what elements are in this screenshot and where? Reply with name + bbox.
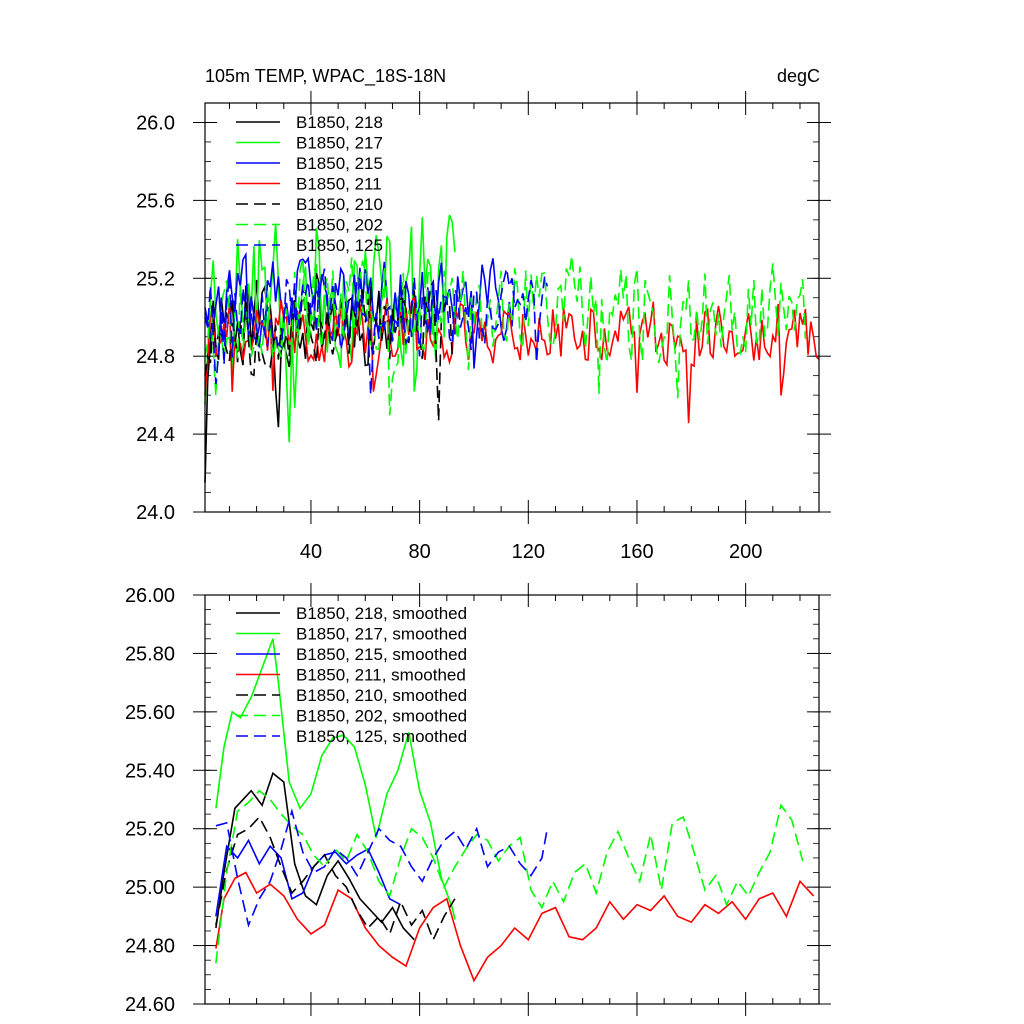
x-tick-label: 80 (409, 541, 431, 563)
series-line (215, 871, 815, 983)
legend-label: B1850, 215 (296, 154, 383, 173)
y-tick-label: 26.0 (136, 112, 175, 134)
series-lines (215, 638, 815, 983)
legend-label: B1850, 202 (296, 216, 383, 235)
y-tick-label: 26.00 (125, 585, 175, 607)
y-tick-label: 25.2 (136, 268, 175, 290)
x-tick-label: 200 (729, 541, 762, 563)
units-label: degC (777, 66, 820, 86)
legend: B1850, 218, smoothed B1850, 217, smoothed… (236, 604, 467, 746)
legend-label: B1850, 217, smoothed (296, 625, 467, 644)
y-tick-label: 25.60 (125, 702, 175, 724)
plot-frame (204, 594, 820, 1005)
series-line (215, 638, 456, 920)
y-tick-label: 24.0 (136, 502, 175, 524)
legend-label: B1850, 125 (296, 236, 383, 255)
temperature-chart-raw: 105m TEMP, WPAC_18S-18N degC 24.024.424.… (136, 66, 831, 563)
legend-label: B1850, 125, smoothed (296, 727, 467, 746)
axes: 24.0 24.4 24.8 25.2 25.6 26.0 40 80 120 160 200 (136, 91, 831, 563)
y-tick-label: 25.80 (125, 643, 175, 665)
y-tick-label: 24.8 (136, 346, 175, 368)
series-line (215, 808, 549, 928)
y-tick-label: 25.40 (125, 760, 175, 782)
series-line (215, 789, 804, 964)
legend-label: B1850, 217 (296, 134, 383, 153)
series-line (204, 295, 820, 424)
series-line (204, 251, 516, 369)
legend-label: B1850, 218 (296, 113, 383, 132)
series-line (204, 255, 807, 416)
series-line (204, 268, 549, 395)
legend-label: B1850, 210, smoothed (296, 686, 467, 705)
y-tick-label: 24.80 (125, 936, 175, 958)
x-tick-label: 160 (620, 541, 653, 563)
y-tick-label: 25.20 (125, 819, 175, 841)
series-line (215, 838, 401, 917)
axes: 24.60 24.80 25.00 25.20 25.40 25.60 25.80 26.00 (125, 583, 831, 1016)
plot-frame (204, 102, 820, 513)
y-tick-label: 25.6 (136, 190, 175, 212)
series-line (204, 278, 456, 422)
chart-title: 105m TEMP, WPAC_18S-18N (205, 66, 446, 87)
legend-label: B1850, 218, smoothed (296, 604, 467, 623)
y-tick-label: 24.60 (125, 994, 175, 1016)
series-lines (204, 214, 820, 483)
y-tick-label: 24.4 (136, 424, 175, 446)
series-line (215, 815, 456, 942)
x-tick-label: 120 (512, 541, 545, 563)
temperature-chart-smoothed: 24.60 24.80 25.00 25.20 25.40 25.60 25.80 26.00… (125, 583, 831, 1016)
legend-label: B1850, 211 (296, 175, 382, 194)
x-tick-label: 40 (300, 541, 322, 563)
legend-label: B1850, 202, smoothed (296, 707, 467, 726)
legend-label: B1850, 211, smoothed (296, 666, 466, 685)
y-tick-label: 25.00 (125, 877, 175, 899)
legend-label: B1850, 210 (296, 195, 383, 214)
legend-label: B1850, 215, smoothed (296, 645, 467, 664)
